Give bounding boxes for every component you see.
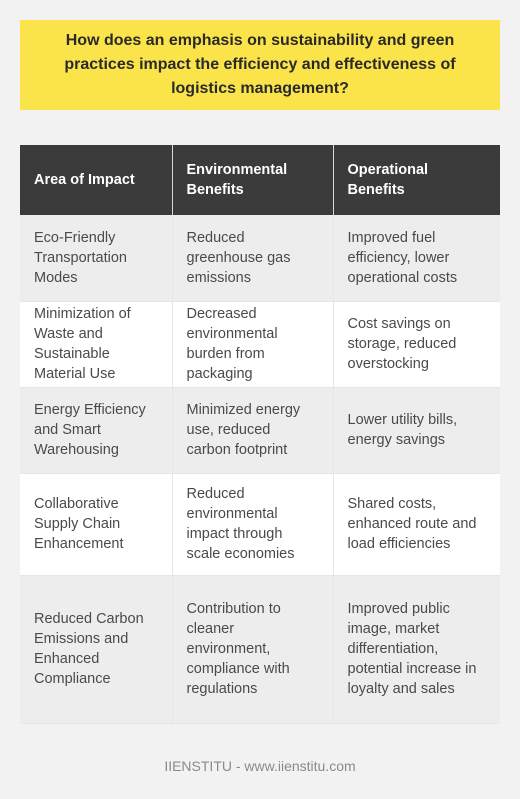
cell-operational: Shared costs, enhanced route and load ef… <box>333 473 500 576</box>
column-header-operational: Operational Benefits <box>333 145 500 215</box>
cell-operational: Lower utility bills, energy savings <box>333 387 500 474</box>
title-banner: How does an emphasis on sustainability a… <box>20 20 500 110</box>
cell-area: Reduced Carbon Emissions and Enhanced Co… <box>20 575 173 724</box>
cell-operational: Cost savings on storage, reduced oversto… <box>333 301 500 388</box>
table-row: Eco-Friendly Transportation Modes Reduce… <box>20 215 500 302</box>
cell-environmental: Contribution to cleaner environment, com… <box>172 575 334 724</box>
column-header-environmental: Environmental Benefits <box>172 145 334 215</box>
cell-area: Minimization of Waste and Sustainable Ma… <box>20 301 173 388</box>
footer-credit: IIENSTITU - www.iienstitu.com <box>164 758 356 774</box>
cell-environmental: Decreased environmental burden from pack… <box>172 301 334 388</box>
cell-operational: Improved public image, market differenti… <box>333 575 500 724</box>
table-row: Collaborative Supply Chain Enhancement R… <box>20 473 500 576</box>
cell-area: Eco-Friendly Transportation Modes <box>20 215 173 302</box>
cell-area: Collaborative Supply Chain Enhancement <box>20 473 173 576</box>
table-header-row: Area of Impact Environmental Benefits Op… <box>20 145 500 215</box>
impact-table: Area of Impact Environmental Benefits Op… <box>20 145 500 724</box>
cell-operational: Improved fuel efficiency, lower operatio… <box>333 215 500 302</box>
cell-environmental: Reduced greenhouse gas emissions <box>172 215 334 302</box>
table-row: Energy Efficiency and Smart Warehousing … <box>20 387 500 474</box>
cell-environmental: Reduced environmental impact through sca… <box>172 473 334 576</box>
cell-environmental: Minimized energy use, reduced carbon foo… <box>172 387 334 474</box>
table-row: Reduced Carbon Emissions and Enhanced Co… <box>20 575 500 724</box>
page-title: How does an emphasis on sustainability a… <box>64 32 456 97</box>
column-header-area: Area of Impact <box>20 145 173 215</box>
cell-area: Energy Efficiency and Smart Warehousing <box>20 387 173 474</box>
table-row: Minimization of Waste and Sustainable Ma… <box>20 301 500 388</box>
